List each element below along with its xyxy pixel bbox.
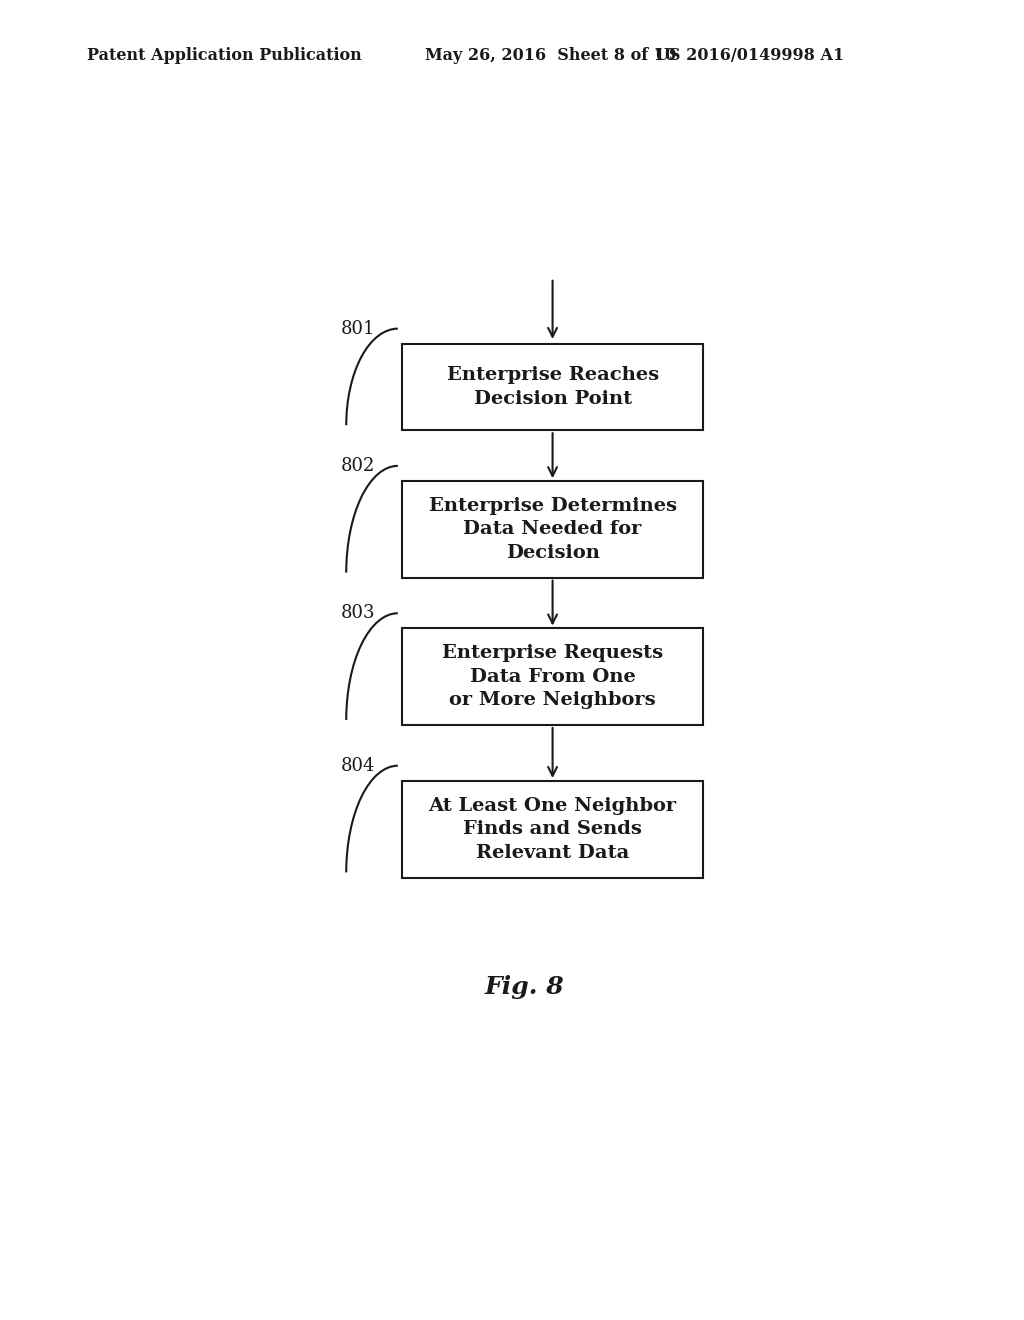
Bar (401, 345, 703, 430)
Text: Patent Application Publication: Patent Application Publication (87, 48, 361, 63)
Text: 804: 804 (341, 756, 376, 775)
Text: Enterprise Determines
Data Needed for
Decision: Enterprise Determines Data Needed for De… (429, 496, 677, 562)
Text: US 2016/0149998 A1: US 2016/0149998 A1 (655, 48, 845, 63)
Text: 801: 801 (341, 319, 376, 338)
Bar (401, 781, 703, 878)
Text: May 26, 2016  Sheet 8 of 10: May 26, 2016 Sheet 8 of 10 (425, 48, 676, 63)
Text: Fig. 8: Fig. 8 (485, 974, 564, 999)
Bar (401, 480, 703, 578)
Text: 802: 802 (341, 457, 376, 475)
Text: Enterprise Requests
Data From One
or More Neighbors: Enterprise Requests Data From One or Mor… (442, 644, 664, 709)
Text: Enterprise Reaches
Decision Point: Enterprise Reaches Decision Point (446, 366, 658, 408)
Text: 803: 803 (341, 605, 376, 622)
Text: At Least One Neighbor
Finds and Sends
Relevant Data: At Least One Neighbor Finds and Sends Re… (428, 797, 677, 862)
Bar (401, 628, 703, 725)
